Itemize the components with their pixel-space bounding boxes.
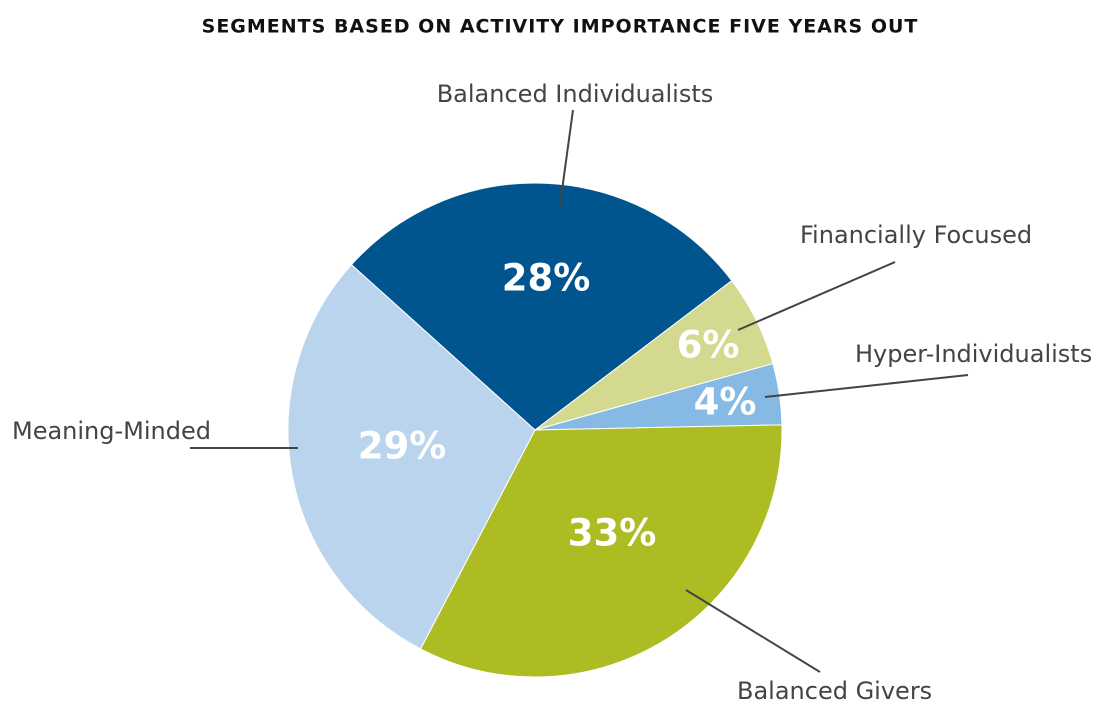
leader-line: [737, 261, 896, 331]
slice-name-label: Balanced Givers: [737, 677, 932, 705]
slice-value-label: 6%: [677, 324, 740, 367]
leader-line: [685, 589, 821, 673]
leader-line: [764, 374, 969, 398]
slice-value-label: 4%: [694, 381, 757, 424]
slice-value-label: 28%: [502, 257, 591, 300]
pie-slice: [350, 182, 733, 431]
pie-slice: [419, 424, 783, 678]
slice-name-label: Meaning-Minded: [12, 417, 211, 445]
slice-name-label: Financially Focused: [800, 221, 1032, 249]
leader-line: [559, 109, 574, 206]
slice-name-label: Hyper-Individualists: [855, 340, 1092, 368]
pie-slice: [287, 264, 536, 650]
slice-name-label: Balanced Individualists: [437, 80, 714, 108]
chart-title: SEGMENTS BASED ON ACTIVITY IMPORTANCE FI…: [202, 16, 919, 38]
slice-value-label: 29%: [358, 425, 447, 468]
slice-value-label: 33%: [568, 512, 657, 555]
